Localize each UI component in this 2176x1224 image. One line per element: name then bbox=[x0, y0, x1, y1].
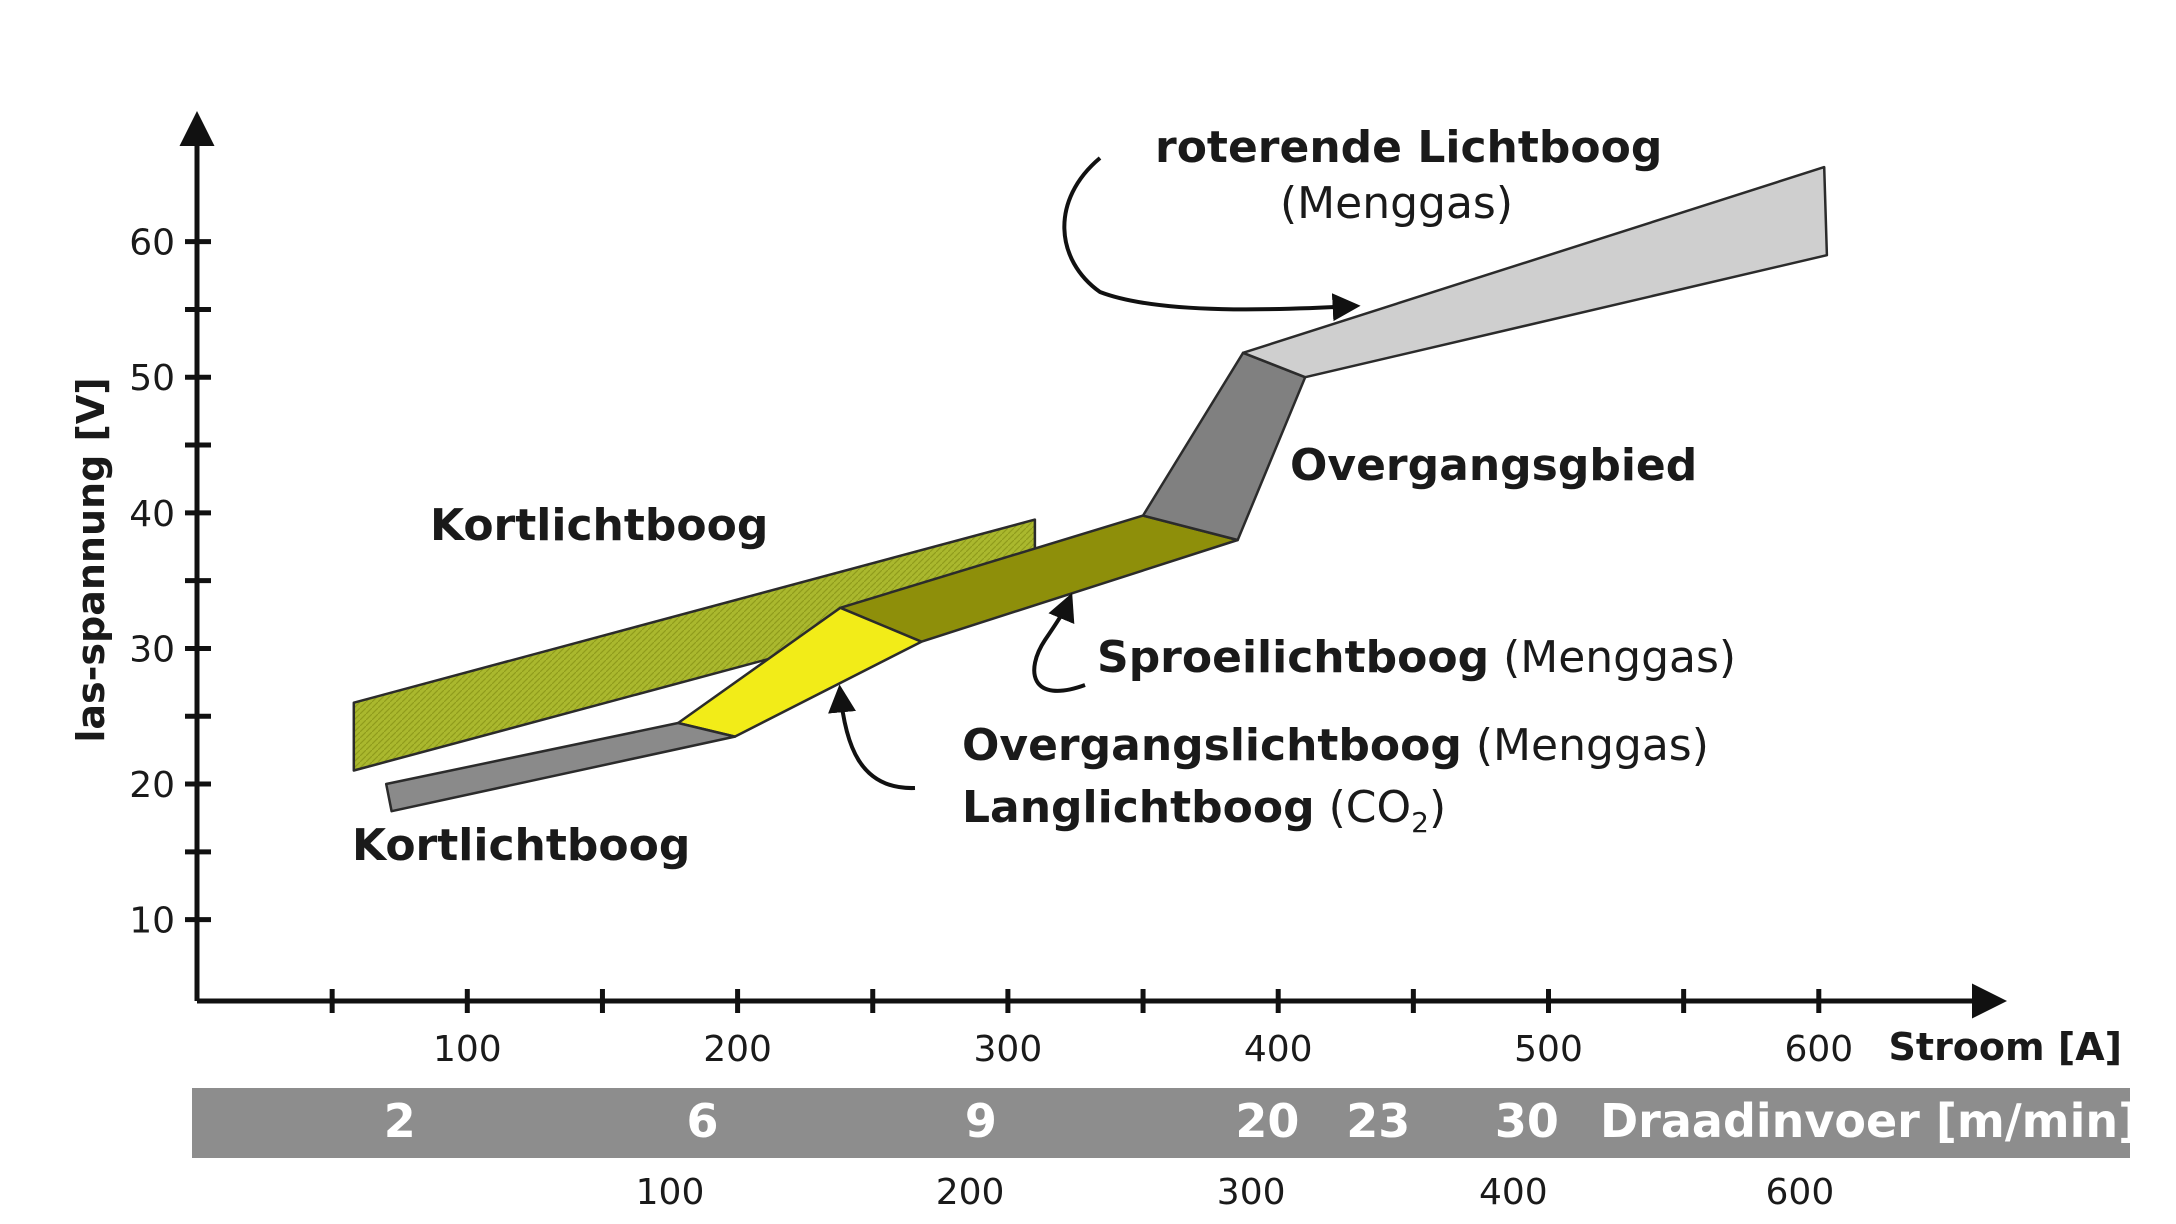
roterende-label-line2: (Menggas) bbox=[1280, 178, 1513, 229]
region-roterende-lichtboog bbox=[1241, 165, 1829, 379]
x-tick-label: 100 bbox=[433, 1029, 502, 1070]
overgang-arrow bbox=[828, 684, 916, 791]
secondary-scale-label: 400 bbox=[1479, 1172, 1548, 1213]
lang-label-sub: 2 bbox=[1411, 806, 1429, 839]
sproei-label-gas: (Menggas) bbox=[1503, 632, 1736, 683]
wire-feed-value: 30 bbox=[1495, 1094, 1559, 1148]
region-overgangsgebied bbox=[1141, 351, 1307, 542]
wire-feed-value: 20 bbox=[1235, 1094, 1299, 1148]
x-tick-label: 400 bbox=[1244, 1029, 1313, 1070]
y-tick-label: 60 bbox=[129, 223, 175, 264]
lang-label-gas: (CO bbox=[1329, 782, 1412, 833]
y-tick-label: 50 bbox=[129, 358, 175, 399]
secondary-scale-label: 300 bbox=[1217, 1172, 1286, 1213]
lang-label-bold: Langlichtboog bbox=[962, 782, 1315, 833]
wire-feed-label: Draadinvoer [m/min] bbox=[1600, 1094, 2139, 1148]
lang-label-close: ) bbox=[1429, 782, 1446, 833]
wire-feed-value: 23 bbox=[1346, 1094, 1410, 1148]
wire-feed-layer: 2 6 9 20 23 30 100 200 300 400 600 bbox=[384, 1094, 1835, 1213]
overgangsgebied-label: Overgangsgbied bbox=[1290, 440, 1697, 491]
region-layer bbox=[352, 165, 1829, 813]
wire-feed-band bbox=[192, 1088, 2130, 1158]
wire-feed-value: 2 bbox=[384, 1094, 416, 1148]
y-tick-label: 10 bbox=[129, 901, 175, 942]
secondary-scale-label: 100 bbox=[636, 1172, 705, 1213]
x-tick-label: 200 bbox=[703, 1029, 772, 1070]
roterende-arrow bbox=[1062, 156, 1361, 322]
kortlichtboog-top-label: Kortlichtboog bbox=[430, 500, 768, 551]
sproei-arrow bbox=[1032, 592, 1086, 693]
region-kortlichtboog-co2 bbox=[384, 721, 737, 813]
lang-label: Langlichtboog (CO2) bbox=[962, 782, 1446, 839]
x-axis-title: Stroom [A] bbox=[1889, 1025, 2122, 1069]
x-tick-label: 500 bbox=[1514, 1029, 1583, 1070]
secondary-scale-label: 200 bbox=[936, 1172, 1005, 1213]
y-tick-label: 40 bbox=[129, 494, 175, 535]
secondary-scale-label: 600 bbox=[1766, 1172, 1835, 1213]
wire-feed-value: 6 bbox=[686, 1094, 718, 1148]
roterende-label-line1: roterende Lichtboog bbox=[1155, 122, 1662, 173]
y-tick-label: 20 bbox=[129, 765, 175, 806]
overgang-label-bold: Overgangslichtboog bbox=[962, 720, 1462, 771]
axes-layer: 10 20 30 40 50 60 100 200 300 400 500 600 las-spannu… bbox=[69, 111, 2122, 1070]
overgang-label-gas: (Menggas) bbox=[1476, 720, 1709, 771]
sproei-label: Sproeilichtboog (Menggas) bbox=[1097, 632, 1736, 683]
y-tick-label: 30 bbox=[129, 629, 175, 670]
y-axis-title: las-spannung [V] bbox=[69, 377, 113, 742]
overgang-label: Overgangslichtboog (Menggas) bbox=[962, 720, 1709, 771]
x-tick-label: 600 bbox=[1784, 1029, 1853, 1070]
wire-feed-value: 9 bbox=[965, 1094, 997, 1148]
kortlichtboog-bottom-label: Kortlichtboog bbox=[352, 820, 690, 871]
x-tick-label: 300 bbox=[974, 1029, 1043, 1070]
sproei-label-bold: Sproeilichtboog bbox=[1097, 632, 1489, 683]
